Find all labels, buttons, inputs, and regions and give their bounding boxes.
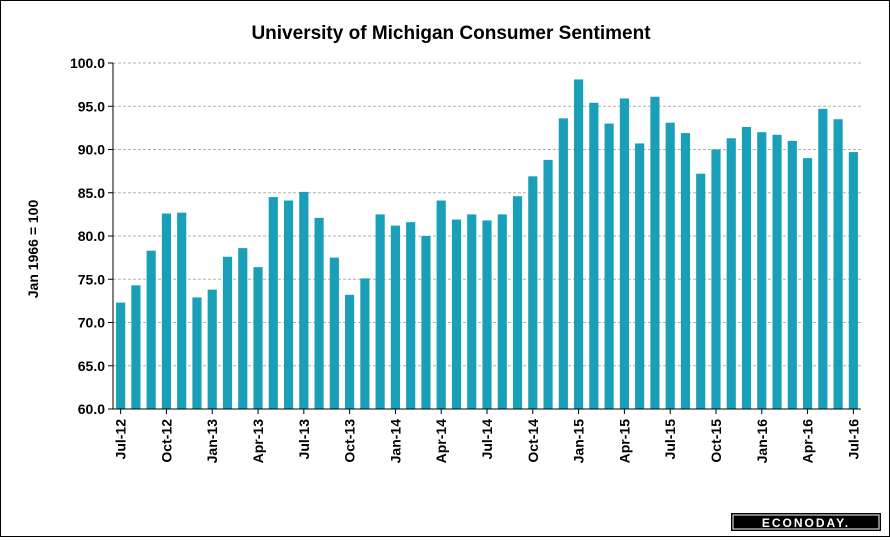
x-tick-label: Apr-16: [800, 419, 816, 464]
y-tick-label: 60.0: [78, 401, 105, 417]
bar: [467, 214, 477, 410]
bar: [222, 256, 233, 409]
bar: [818, 108, 828, 409]
bar: [558, 118, 568, 410]
bar: [528, 176, 538, 409]
x-tick-label: Jul-13: [296, 419, 312, 460]
bar: [711, 149, 721, 409]
bar: [253, 267, 263, 409]
x-tick-label: Jan-16: [754, 419, 770, 464]
bar: [650, 96, 660, 410]
bar: [497, 214, 507, 410]
x-tick-label: Oct-14: [525, 419, 541, 463]
bar: [680, 133, 691, 409]
bar: [726, 138, 736, 409]
y-tick-label: 65.0: [78, 358, 105, 374]
x-tick-label: Jan-15: [571, 419, 587, 464]
bar: [482, 220, 492, 409]
x-tick-labels: Jul-12 Oct-12 Jan-13 Apr-13 Jul-13 Oct-13 Jan-…: [113, 409, 861, 464]
bar: [207, 289, 217, 409]
logo-border: [732, 514, 880, 530]
x-tick-label: Jul-12: [113, 419, 129, 460]
x-tick-label: Oct-13: [342, 419, 358, 463]
bar: [177, 212, 187, 409]
bar: [665, 122, 675, 409]
bar: [390, 225, 400, 409]
bar: [741, 127, 752, 409]
bar: [589, 102, 599, 409]
y-tick-label: 95.0: [78, 98, 105, 114]
econoday-logo: ECONODAY.: [731, 513, 881, 531]
bar: [131, 285, 141, 409]
logo-background: [731, 513, 881, 531]
bar: [375, 214, 385, 410]
bars: [116, 79, 858, 410]
bar: [299, 191, 309, 409]
bar: [619, 98, 629, 410]
bar: [238, 248, 248, 409]
bar: [116, 302, 126, 409]
bar: [283, 200, 294, 409]
bar: [772, 134, 782, 410]
y-tick-label: 80.0: [78, 228, 105, 244]
bar: [604, 123, 614, 410]
bar: [436, 200, 446, 409]
bar: [406, 222, 416, 409]
y-axis-title: Jan 1966 = 100: [25, 200, 41, 299]
y-tick-label: 70.0: [78, 315, 105, 331]
x-tick-label: Jul-15: [662, 419, 678, 460]
x-tick-label: Apr-13: [250, 419, 266, 464]
y-tick-labels: 60.0 65.0 70.0 75.0 80.0 85.0 90.0 95.0 100.0: [70, 55, 113, 417]
bar: [192, 297, 202, 409]
x-tick-label: Oct-12: [158, 419, 174, 463]
bar: [757, 132, 767, 409]
y-tick-label: 85.0: [78, 185, 105, 201]
x-tick-label: Jan-14: [387, 419, 403, 464]
y-tick-label: 100.0: [70, 55, 105, 71]
bar: [543, 159, 553, 409]
bar: [329, 257, 339, 410]
x-tick-label: Apr-15: [616, 419, 632, 464]
bar: [635, 143, 645, 409]
bar: [268, 197, 278, 409]
bar: [451, 219, 462, 409]
bar: [360, 278, 370, 409]
x-tick-label: Jul-14: [479, 419, 495, 460]
x-tick-label: Oct-15: [708, 419, 724, 463]
bar: [146, 250, 156, 409]
bar: [314, 217, 324, 409]
y-tick-label: 90.0: [78, 142, 105, 158]
x-tick-label: Apr-14: [433, 419, 449, 464]
bar: [833, 119, 843, 409]
bar: [848, 152, 858, 409]
bar: [696, 173, 706, 409]
y-tick-label: 75.0: [78, 271, 105, 287]
bar: [421, 236, 431, 409]
bar: [345, 294, 355, 409]
bar: [161, 213, 172, 409]
bar: [574, 79, 584, 409]
logo-text: ECONODAY.: [762, 516, 850, 530]
x-tick-label: Jan-13: [204, 419, 220, 464]
chart-title: University of Michigan Consumer Sentimen…: [251, 23, 651, 44]
bar: [787, 140, 797, 409]
bar: [512, 196, 523, 409]
x-tick-label: Jul-16: [845, 419, 861, 460]
bar: [802, 158, 813, 409]
